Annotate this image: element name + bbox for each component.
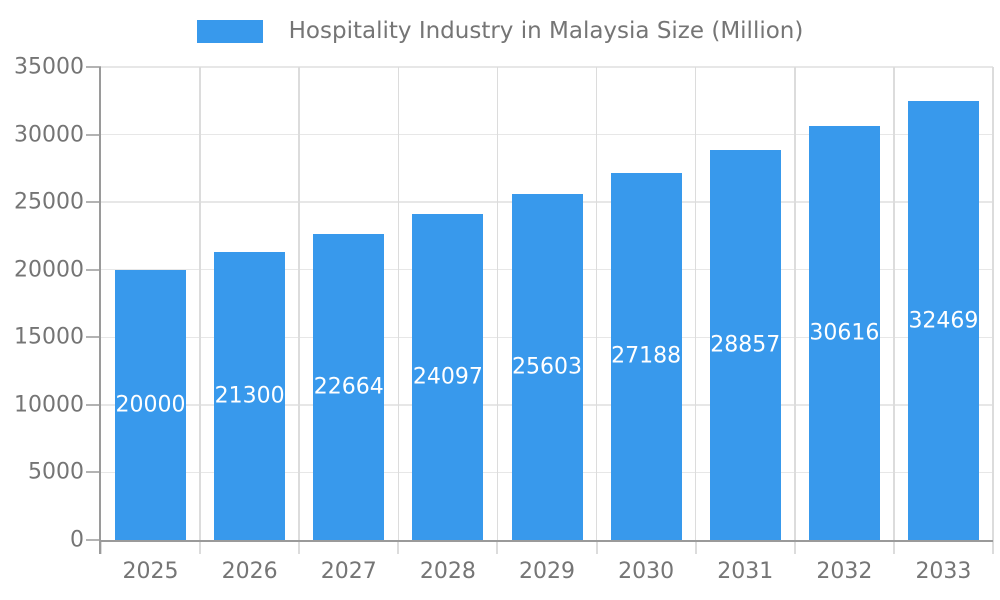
x-axis-line xyxy=(99,540,993,542)
y-axis-tick xyxy=(86,471,101,474)
x-axis-tick xyxy=(496,540,499,554)
bar-value-label: 24097 xyxy=(412,364,483,390)
bar-value-label: 32469 xyxy=(908,308,979,334)
x-axis-tick xyxy=(793,540,796,554)
y-axis-line xyxy=(99,67,101,554)
bar-value-label: 21300 xyxy=(214,383,285,409)
bar xyxy=(412,214,484,540)
bar-value-label: 22664 xyxy=(313,374,384,400)
y-axis-tick xyxy=(86,133,101,136)
x-axis-tick-label: 2032 xyxy=(816,559,873,584)
bar xyxy=(313,233,385,540)
y-axis-tick-label: 35000 xyxy=(14,54,84,80)
vertical-gridline xyxy=(893,67,895,540)
x-axis-tick xyxy=(100,540,102,554)
legend-label: Hospitality Industry in Malaysia Size (M… xyxy=(288,18,804,44)
bar xyxy=(115,269,187,540)
y-axis-tick-label: 0 xyxy=(70,527,84,553)
legend-swatch xyxy=(196,19,263,43)
bar xyxy=(511,194,583,540)
x-axis-tick-label: 2029 xyxy=(519,559,575,584)
y-axis-tick-label: 20000 xyxy=(14,257,84,283)
y-axis-tick xyxy=(86,539,101,541)
vertical-gridline xyxy=(595,67,598,540)
bar xyxy=(808,126,880,540)
vertical-gridline xyxy=(992,67,994,540)
y-axis-tick-label: 10000 xyxy=(14,392,84,418)
x-axis-tick xyxy=(992,540,994,554)
vertical-gridline xyxy=(496,67,499,540)
y-axis-tick xyxy=(86,403,101,406)
x-axis-tick-label: 2026 xyxy=(221,559,278,584)
bar-value-label: 25603 xyxy=(512,354,582,380)
vertical-gridline xyxy=(298,67,300,540)
plot-area: 20000 21300 22664 24097 25603 27188 28857 30616… xyxy=(86,66,994,554)
bar xyxy=(907,101,979,540)
bar-value-label: 27188 xyxy=(611,343,682,369)
bar-value-label: 30616 xyxy=(809,320,880,346)
y-axis-tick-label: 5000 xyxy=(28,459,84,485)
y-axis-tick-label: 30000 xyxy=(14,122,84,148)
x-axis-tick-label: 2031 xyxy=(717,559,774,584)
horizontal-gridline xyxy=(101,133,993,136)
x-axis-tick xyxy=(397,540,400,554)
x-axis-tick-label: 2027 xyxy=(320,559,377,584)
y-axis-tick-label: 15000 xyxy=(14,324,84,350)
x-axis-tick-label: 2025 xyxy=(122,559,179,584)
x-axis-tick-label: 2028 xyxy=(419,559,476,584)
x-axis-tick xyxy=(199,540,202,554)
vertical-gridline xyxy=(199,67,201,540)
bar xyxy=(214,252,286,540)
y-axis-tick-label: 25000 xyxy=(14,189,84,215)
y-axis-tick xyxy=(86,268,101,271)
x-axis-tick xyxy=(595,540,598,554)
x-axis-tick xyxy=(892,540,895,554)
chart-legend: Hospitality Industry in Malaysia Size (M… xyxy=(0,18,1000,44)
bar xyxy=(610,172,682,540)
x-axis-tick-label: 2033 xyxy=(915,559,972,584)
x-axis-tick-label: 2030 xyxy=(618,559,675,584)
horizontal-gridline xyxy=(101,66,993,68)
y-axis-tick xyxy=(86,66,101,68)
vertical-gridline xyxy=(794,67,796,540)
vertical-gridline xyxy=(694,67,697,540)
x-axis-tick xyxy=(694,540,697,554)
bar-value-label: 28857 xyxy=(710,332,781,358)
vertical-gridline xyxy=(397,67,400,540)
bar xyxy=(709,150,781,540)
bar-value-label: 20000 xyxy=(115,392,186,418)
y-axis-tick xyxy=(86,201,101,204)
x-axis-tick xyxy=(298,540,301,554)
y-axis-tick xyxy=(86,336,101,339)
